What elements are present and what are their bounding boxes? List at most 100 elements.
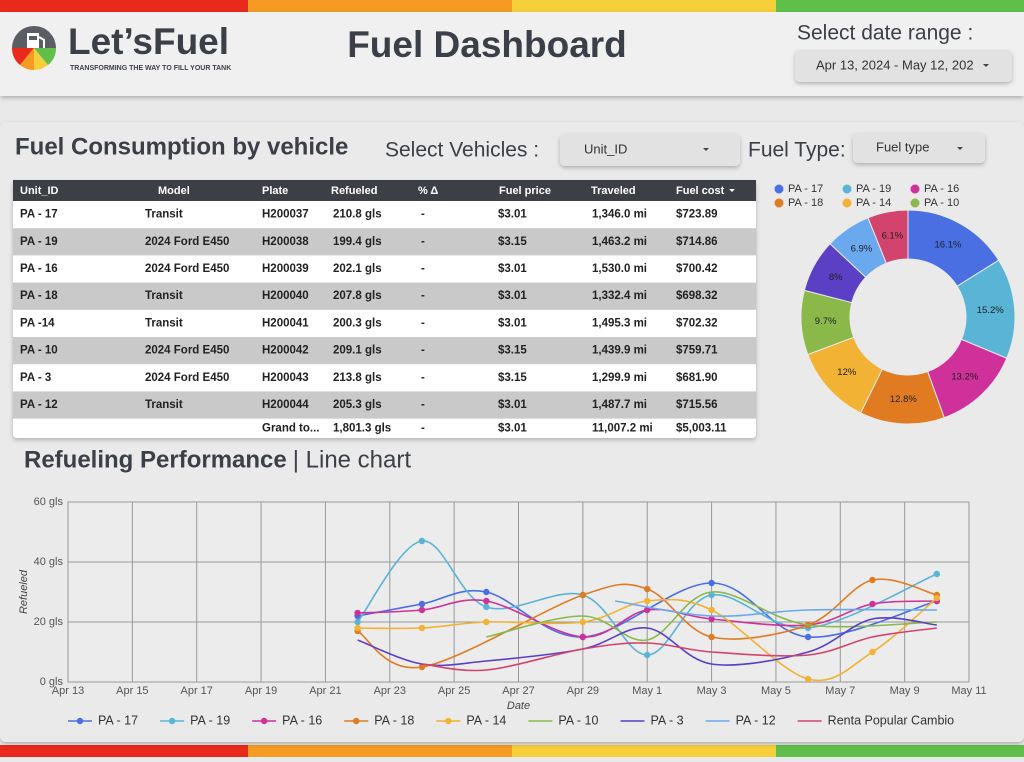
- legend-marker: [260, 717, 268, 725]
- slice-label: 8%: [829, 272, 843, 283]
- data-point: [644, 597, 651, 605]
- fuel-type-dropdown[interactable]: Fuel type: [853, 133, 985, 163]
- x-tick-label: May 9: [890, 685, 920, 697]
- data-point: [644, 585, 651, 593]
- legend-label: PA - 19: [190, 713, 230, 727]
- data-point: [418, 663, 426, 671]
- table-cell: $698.32: [676, 290, 718, 302]
- y-tick-label: 20 gls: [34, 616, 64, 628]
- column-header: % Δ: [418, 185, 438, 197]
- table-cell: $3.01: [498, 263, 527, 275]
- table-header-bg: [13, 180, 756, 201]
- table-cell: -: [421, 236, 425, 248]
- table-cell: $702.32: [676, 317, 718, 329]
- slice-label: 6.9%: [851, 243, 873, 254]
- table-cell: 1,332.4 mi: [592, 290, 647, 302]
- column-header: Fuel price: [499, 185, 551, 197]
- line-chart-title: Refueling Performance: [24, 446, 287, 473]
- line-series: [357, 597, 938, 682]
- table-cell: $3.01: [498, 399, 527, 411]
- table-cell: Transit: [145, 209, 183, 221]
- x-axis-label: Date: [507, 700, 530, 712]
- table-cell: PA - 3: [20, 372, 51, 384]
- x-tick-label: May 5: [761, 685, 791, 697]
- logo-icon: [11, 26, 57, 71]
- donut-slice: [867, 209, 909, 264]
- table-cell: PA - 10: [20, 345, 58, 357]
- data-point: [804, 633, 812, 641]
- bottom-stripe: [0, 745, 1024, 757]
- table-cell: Transit: [145, 399, 183, 411]
- x-tick-label: May 7: [825, 685, 855, 697]
- data-point: [418, 624, 426, 632]
- x-tick-label: Apr 13: [52, 685, 84, 697]
- column-header: Fuel cost: [676, 185, 725, 197]
- table-cell: 1,439.9 mi: [592, 345, 647, 357]
- vehicles-dropdown[interactable]: Unit_ID: [560, 134, 740, 166]
- x-tick-label: May 11: [951, 685, 986, 697]
- legend-marker: [445, 717, 452, 725]
- x-tick-label: Apr 15: [116, 685, 148, 697]
- table-cell: H200039: [262, 263, 309, 275]
- line-series: [486, 591, 937, 642]
- table-cell: H200040: [262, 290, 309, 302]
- legend-label: PA - 17: [98, 713, 138, 727]
- table-cell: Transit: [145, 317, 183, 329]
- column-header: Traveled: [591, 185, 636, 197]
- table-cell: H200043: [262, 372, 309, 384]
- total-cell: -: [421, 423, 425, 435]
- donut-chart: 16.1% 15.2% 13.2% 12.8% 12% 9.7% 8% 6.9% 6.1% PA …: [774, 183, 1016, 425]
- date-range-value[interactable]: Apr 13, 2024 - May 12, 202: [816, 57, 974, 72]
- plot-series: [354, 537, 941, 683]
- y-tick-label: 60 gls: [34, 496, 64, 508]
- line-series: [357, 578, 938, 669]
- row-bg: [13, 337, 756, 365]
- table-cell: 1,299.9 mi: [592, 372, 647, 384]
- table-cell: Transit: [145, 290, 183, 302]
- table-cell: $759.71: [676, 345, 718, 357]
- line-series: [421, 627, 937, 672]
- table-cell: PA - 19: [20, 236, 58, 248]
- sort-icon: [729, 189, 735, 192]
- data-point: [579, 633, 587, 641]
- legend-swatch: [774, 198, 784, 208]
- vehicles-value[interactable]: Unit_ID: [584, 141, 627, 156]
- line-series: [614, 600, 937, 618]
- table-cell: PA - 18: [20, 290, 58, 302]
- row-bg: [13, 282, 756, 310]
- x-tick-label: Apr 25: [438, 685, 470, 697]
- table-cell: H200044: [262, 399, 309, 411]
- data-point: [579, 591, 587, 599]
- column-header: Model: [158, 185, 190, 197]
- brand: Let’sFuel: [68, 21, 229, 62]
- slice-label: 15.2%: [977, 305, 1004, 316]
- legend-label: PA - 16: [282, 713, 322, 727]
- line-series: [357, 617, 937, 667]
- legend-swatch: [842, 184, 852, 194]
- y-axis-label: Refueled: [18, 569, 30, 614]
- data-point: [483, 618, 490, 626]
- legend-label: PA - 19: [856, 183, 891, 195]
- legend-label: PA - 12: [736, 713, 776, 727]
- date-range-label: Select date range :: [797, 22, 973, 45]
- data-point: [483, 588, 490, 596]
- table-cell: 2024 Ford E450: [145, 372, 229, 384]
- data-point: [708, 606, 715, 614]
- table-cell: -: [421, 290, 425, 302]
- data-point: [708, 579, 715, 587]
- dashboard-title: Fuel Dashboard: [347, 24, 627, 65]
- data-point: [418, 606, 426, 614]
- column-header: Refueled: [331, 185, 377, 197]
- table-cell: 199.4 gls: [333, 236, 382, 248]
- legend-swatch: [910, 184, 920, 194]
- table-cell: $3.01: [498, 290, 527, 302]
- data-point: [483, 603, 490, 611]
- fuel-type-value[interactable]: Fuel type: [876, 139, 929, 154]
- table-cell: -: [421, 317, 425, 329]
- date-range-dropdown[interactable]: Apr 13, 2024 - May 12, 202: [795, 50, 1012, 82]
- legend-label: PA - 17: [788, 183, 823, 195]
- legend-label: PA - 3: [650, 713, 683, 727]
- table-cell: H200041: [262, 317, 309, 329]
- total-cell: $3.01: [498, 423, 527, 435]
- slice-label: 12.8%: [890, 394, 917, 405]
